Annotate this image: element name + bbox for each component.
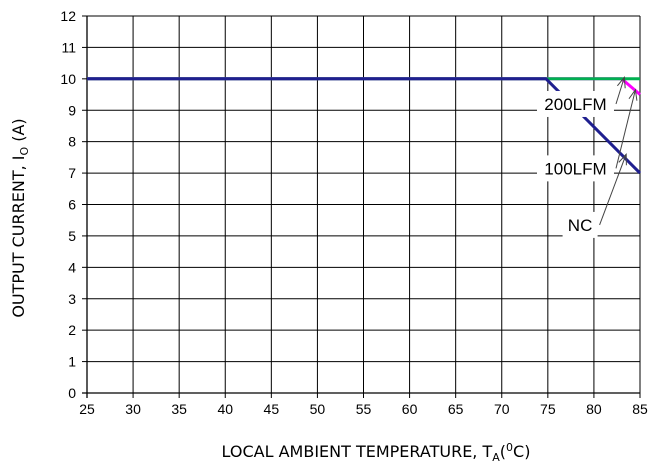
series-layer xyxy=(87,77,642,175)
annotation-label-bg xyxy=(536,155,614,182)
x-tick-label: 45 xyxy=(264,401,280,417)
annotation-label: 100LFM xyxy=(544,159,606,178)
y-tick-label: 9 xyxy=(68,102,76,118)
y-tick-label: 1 xyxy=(68,354,76,370)
y-tick-label: 12 xyxy=(60,8,76,24)
annotation-arrow xyxy=(615,77,625,105)
tick-labels: 25 30 35 40 45 50 55 60 65 70 75 80 8501234567891011… xyxy=(60,8,648,417)
x-tick-label: 35 xyxy=(171,401,187,417)
annotation-arrowhead xyxy=(617,75,626,89)
series-line-nc xyxy=(87,77,642,175)
annotation-arrowhead xyxy=(618,152,627,166)
y-axis-title: OUTPUT CURRENT, IO (A) xyxy=(9,118,31,317)
grid xyxy=(82,15,641,398)
annotation-label: NC xyxy=(568,216,593,235)
annotations-layer: 200LFM 100LFM NC xyxy=(536,75,638,238)
x-tick-label: 65 xyxy=(448,401,464,417)
y-tick-label: 11 xyxy=(61,39,76,55)
y-tick-label: 10 xyxy=(60,71,76,87)
y-tick-label: 3 xyxy=(68,291,76,307)
y-tick-label: 6 xyxy=(68,197,76,213)
annotation-arrow xyxy=(599,154,627,226)
annotation-arrow xyxy=(615,89,636,169)
x-tick-label: 75 xyxy=(540,401,556,417)
x-tick-label: 80 xyxy=(586,401,602,417)
x-tick-label: 25 xyxy=(79,401,95,417)
x-tick-label: 70 xyxy=(494,401,510,417)
x-tick-label: 30 xyxy=(125,401,141,417)
annotation-arrowhead xyxy=(628,88,638,101)
x-tick-label: 55 xyxy=(356,401,372,417)
x-tick-label: 50 xyxy=(310,401,326,417)
y-tick-label: 2 xyxy=(68,322,76,338)
annotation-label-bg xyxy=(562,211,598,238)
x-tick-label: 40 xyxy=(217,401,233,417)
y-tick-label: 8 xyxy=(68,134,76,150)
annotation-label: 200LFM xyxy=(544,95,606,114)
x-axis-title: LOCAL AMBIENT TEMPERATURE, TA(0C) xyxy=(222,441,531,463)
x-tick-label: 85 xyxy=(632,401,648,417)
x-tick-label: 60 xyxy=(402,401,418,417)
y-tick-label: 0 xyxy=(68,385,76,401)
y-tick-label: 7 xyxy=(68,165,76,181)
y-tick-label: 4 xyxy=(68,259,76,275)
annotation-label-bg xyxy=(536,90,614,117)
y-tick-label: 5 xyxy=(68,228,76,244)
